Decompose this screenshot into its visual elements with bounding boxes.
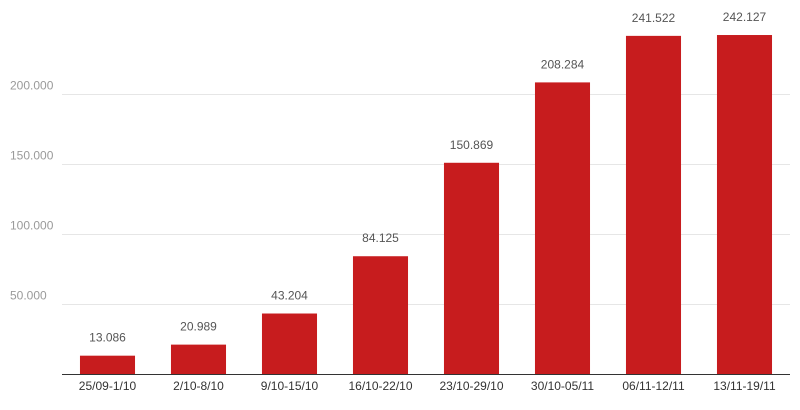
x-tick-label: 23/10-29/10	[439, 379, 503, 393]
bar	[625, 35, 682, 375]
x-tick-label: 13/11-19/11	[713, 379, 776, 393]
y-tick-label: 150.000	[10, 149, 54, 163]
bar	[534, 82, 591, 375]
y-tick-label: 50.000	[10, 289, 47, 303]
bar-value-label: 84.125	[362, 231, 399, 245]
x-tick-label: 06/11-12/11	[622, 379, 685, 393]
bar	[716, 35, 773, 375]
bar-value-label: 241.522	[632, 11, 676, 25]
y-tick-label: 100.000	[10, 219, 54, 233]
bar-value-label: 13.086	[89, 331, 126, 345]
x-tick-label: 25/09-1/10	[79, 379, 137, 393]
x-tick-label: 16/10-22/10	[348, 379, 412, 393]
bar-value-label: 20.989	[180, 320, 217, 334]
bars-layer	[79, 35, 773, 375]
axis-layer: 50.000 100.000 150.000 200.000 25/09-1/10 2/1…	[10, 79, 790, 393]
y-tick-label: 200.000	[10, 79, 54, 93]
bar	[443, 162, 500, 374]
bar	[79, 355, 136, 374]
bar	[261, 313, 318, 374]
bar-value-label: 242.127	[723, 10, 767, 24]
x-tick-label: 30/10-05/11	[531, 379, 594, 393]
data-labels-layer: 13.086 20.989 43.204 84.125 150.869 208.284 24…	[89, 10, 766, 345]
x-tick-label: 9/10-15/10	[261, 379, 319, 393]
x-tick-label: 2/10-8/10	[173, 379, 224, 393]
bar-value-label: 43.204	[271, 289, 308, 303]
bar	[352, 256, 409, 374]
bar	[170, 344, 227, 374]
bar-value-label: 150.869	[450, 138, 494, 152]
bar-value-label: 208.284	[541, 57, 585, 71]
